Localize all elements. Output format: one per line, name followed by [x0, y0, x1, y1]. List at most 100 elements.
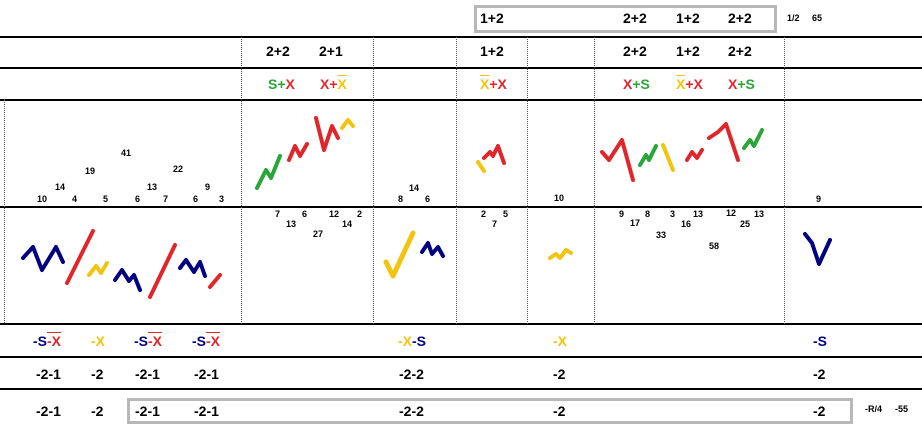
- num-l6-10: 13: [754, 209, 765, 219]
- divider-3: [456, 37, 457, 324]
- combo-6: X+S: [728, 77, 755, 91]
- num-u1-11: 9: [205, 182, 211, 192]
- row-b-4: -2-2: [399, 403, 424, 419]
- top-ratio: 1/2: [787, 13, 800, 23]
- motif-red-4: [287, 142, 309, 162]
- num-l6-6: 13: [693, 209, 704, 219]
- rule-6: [0, 356, 922, 358]
- num-u1-7: 13: [147, 182, 158, 192]
- num-u1-0: 10: [37, 194, 48, 204]
- row-a-5: -2: [553, 366, 566, 382]
- motif-green-1: [255, 154, 282, 190]
- rule-top: [0, 36, 922, 38]
- token-4-b: -X: [206, 333, 220, 349]
- motif-yellow-4: [476, 160, 486, 173]
- combo-4-b: S: [640, 76, 650, 92]
- num-u1-10: 6: [193, 194, 199, 204]
- top-pair-2: 2+2: [623, 10, 647, 26]
- row-a-1: -2: [91, 366, 104, 382]
- num-l6-3: 33: [656, 230, 667, 240]
- motif-yellow-5: [548, 248, 573, 260]
- top-count: 65: [812, 13, 823, 23]
- motif-navy-1: [21, 245, 65, 272]
- num-u3-1: 14: [409, 183, 420, 193]
- rule-7: [0, 388, 922, 390]
- combo-2: X+X: [320, 77, 347, 91]
- token-5-a: -X: [398, 333, 412, 349]
- motif-red-8: [685, 148, 704, 162]
- combo-6-op: +: [737, 76, 746, 92]
- num-u1-5: 41: [121, 148, 132, 158]
- num-l6-4: 3: [670, 209, 676, 219]
- num-u1-8: 7: [163, 194, 169, 204]
- row-a-3: -2-1: [194, 366, 219, 382]
- row-b-3: -2-1: [194, 403, 219, 419]
- token-7-a: -S: [813, 333, 827, 349]
- combo-6-a: X: [728, 76, 738, 92]
- motif-green-3: [742, 128, 764, 150]
- motif-red-7: [600, 138, 635, 182]
- motif-red-2: [148, 243, 177, 299]
- num-u7-0: 9: [816, 194, 822, 204]
- top-pair-1: 1+2: [480, 10, 504, 26]
- combo-5-op: +: [685, 76, 694, 92]
- pair-2: 2+1: [319, 43, 343, 59]
- num-l2-0: 7: [275, 209, 281, 219]
- token-5: -X-S: [398, 334, 426, 348]
- top-highlight-box: [474, 5, 777, 33]
- num-l2-4: 12: [329, 209, 340, 219]
- num-u1-9: 22: [173, 164, 184, 174]
- row-a-4: -2-2: [399, 366, 424, 382]
- combo-4-op: +: [632, 76, 641, 92]
- num-l2-3: 27: [313, 229, 324, 239]
- pair-4: 2+2: [623, 43, 647, 59]
- combo-5: X+X: [676, 77, 703, 91]
- token-1-b: -X: [47, 333, 61, 349]
- combo-1-op: +: [277, 76, 286, 92]
- pair-3: 1+2: [480, 43, 504, 59]
- row-b-0: -2-1: [36, 403, 61, 419]
- combo-5-a: X: [676, 76, 686, 92]
- motif-red-1: [65, 229, 95, 285]
- row-a-2: -2-1: [135, 366, 160, 382]
- token-5-b: -S: [412, 333, 426, 349]
- combo-3-b: X: [497, 76, 507, 92]
- combo-2-b: X: [337, 76, 347, 92]
- num-l6-1: 17: [630, 218, 641, 228]
- combo-2-op: +: [329, 76, 338, 92]
- num-u3-0: 8: [398, 194, 404, 204]
- token-3-b: -X: [148, 333, 162, 349]
- combo-3: X+X: [480, 77, 507, 91]
- row-a-0: -2-1: [36, 366, 61, 382]
- num-l6-8: 12: [726, 208, 737, 218]
- motif-navy-3: [178, 258, 207, 278]
- row-b-5: -2: [553, 403, 566, 419]
- motif-red-9: [707, 122, 740, 162]
- motif-red-5: [314, 116, 340, 152]
- token-6: -X: [553, 334, 567, 348]
- pair-6: 2+2: [728, 43, 752, 59]
- num-l6-9: 25: [740, 219, 751, 229]
- divider-2: [373, 37, 374, 324]
- combo-5-b: X: [693, 76, 703, 92]
- motif-red-6: [482, 144, 506, 165]
- num-l4-0: 2: [481, 209, 487, 219]
- rule-3: [0, 99, 922, 101]
- token-1-a: -S: [33, 333, 47, 349]
- num-l2-6: 2: [357, 209, 363, 219]
- divider-0: [4, 99, 5, 323]
- bottom-highlight-box: [127, 398, 853, 424]
- row-b-6: -2: [813, 403, 826, 419]
- row-a-6: -2: [813, 366, 826, 382]
- combo-4: X+S: [623, 77, 650, 91]
- num-u1-4: 5: [103, 194, 109, 204]
- bottom-count: -55: [895, 404, 909, 414]
- combo-6-b: S: [745, 76, 755, 92]
- divider-1: [241, 37, 242, 324]
- token-2: -X: [91, 334, 105, 348]
- row-b-2: -2-1: [135, 403, 160, 419]
- motif-yellow-1: [87, 261, 109, 277]
- divider-4: [527, 37, 528, 324]
- num-u1-3: 19: [85, 166, 96, 176]
